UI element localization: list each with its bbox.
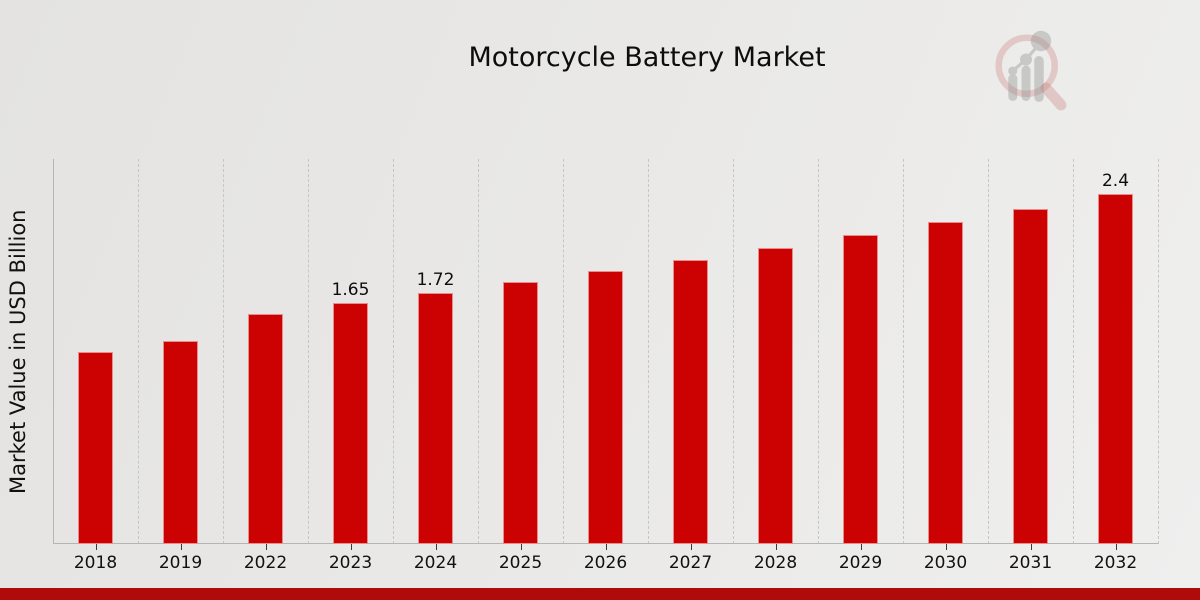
magnifier-bar-chart-logo — [995, 30, 1067, 111]
bar — [248, 313, 283, 544]
x-tick-label: 2024 — [413, 553, 458, 573]
bar — [503, 281, 538, 544]
footer-accent-bar — [0, 588, 1200, 600]
bar — [1098, 194, 1133, 544]
x-tick-label: 2027 — [668, 553, 713, 573]
gridline — [393, 159, 394, 544]
bar — [1013, 208, 1048, 544]
bar — [588, 271, 623, 544]
chart-title: Motorcycle Battery Market — [468, 42, 826, 73]
y-axis-label: Market Value in USD Billion — [6, 209, 30, 494]
bar — [928, 221, 963, 544]
x-axis-tick — [860, 544, 862, 550]
gridline — [733, 159, 734, 544]
x-tick-label: 2022 — [243, 553, 288, 573]
x-axis-tick — [180, 544, 182, 550]
gridline — [903, 159, 904, 544]
x-tick-label: 2025 — [498, 553, 543, 573]
magnifier-handle-icon — [1040, 82, 1067, 111]
x-axis-tick — [435, 544, 437, 550]
bar — [758, 247, 793, 544]
bar — [673, 259, 708, 544]
x-tick-label: 2019 — [158, 553, 203, 573]
bar — [78, 351, 113, 544]
x-axis-tick — [265, 544, 267, 550]
gridline — [988, 159, 989, 544]
bar-value-label: 1.72 — [416, 270, 455, 291]
x-tick-label: 2031 — [1008, 553, 1053, 573]
gridline — [1073, 159, 1074, 544]
x-tick-label: 2028 — [753, 553, 798, 573]
x-axis-tick — [690, 544, 692, 550]
x-axis-tick — [1115, 544, 1117, 550]
gridline — [818, 159, 819, 544]
rising-bars-icon — [1008, 30, 1052, 102]
gridline — [563, 159, 564, 544]
bar — [418, 293, 453, 544]
gridline — [223, 159, 224, 544]
bar — [163, 341, 198, 544]
x-tick-label: 2029 — [838, 553, 883, 573]
x-tick-label: 2032 — [1093, 553, 1138, 573]
y-axis-line — [53, 159, 54, 544]
x-axis-tick — [605, 544, 607, 550]
magnifier-ring-icon — [995, 34, 1058, 98]
x-tick-label: 2026 — [583, 553, 628, 573]
x-tick-label: 2023 — [328, 553, 373, 573]
gridline — [308, 159, 309, 544]
gridline — [138, 159, 139, 544]
gridline — [478, 159, 479, 544]
bar — [333, 303, 368, 544]
x-axis-tick — [350, 544, 352, 550]
plot-area: 2018 2019 2022 2023 1.65 2024 1.72 2025 2026 2027… — [53, 159, 1159, 573]
x-axis-tick — [775, 544, 777, 550]
bar-value-label: 2.4 — [1101, 171, 1130, 191]
x-tick-label: 2030 — [923, 553, 968, 573]
magnifier-glass-icon — [995, 34, 1067, 111]
gridline — [1158, 159, 1159, 544]
x-axis-tick — [520, 544, 522, 550]
x-tick-label: 2018 — [73, 553, 118, 573]
gridline — [648, 159, 649, 544]
x-axis-tick — [1030, 544, 1032, 550]
x-axis-tick — [95, 544, 97, 550]
bar-value-label: 1.65 — [331, 280, 370, 301]
x-axis-tick — [945, 544, 947, 550]
bar — [843, 234, 878, 544]
